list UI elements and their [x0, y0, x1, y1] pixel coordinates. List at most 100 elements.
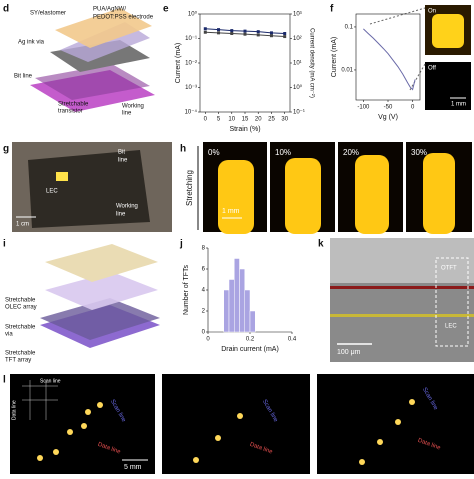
panel-letter: d	[3, 4, 9, 15]
bar	[244, 289, 251, 333]
label: 1 mm	[451, 102, 466, 108]
label: 30%	[411, 148, 427, 157]
y-axis-label: Number of TFTs	[183, 264, 190, 315]
y-tick-label: 10⁻¹	[185, 36, 197, 42]
label: LEC	[445, 324, 457, 330]
label: 1 mm	[222, 208, 240, 215]
pixel	[215, 435, 221, 441]
layer	[35, 64, 150, 100]
panel-letter: l	[3, 375, 6, 386]
y-tick-label: 8	[202, 246, 206, 252]
label: Bit	[118, 150, 125, 156]
film	[28, 150, 150, 228]
x-tick-label: 20	[255, 117, 262, 123]
y-tick-label: 6	[202, 267, 206, 273]
label: Off	[428, 66, 436, 72]
series-line	[363, 28, 416, 91]
pixel	[53, 449, 59, 455]
y-tick-label: 10⁻²	[185, 61, 197, 67]
panel-letter: k	[318, 239, 324, 250]
inset-grid	[22, 380, 58, 420]
bar	[228, 279, 235, 333]
x-tick-label: 5	[217, 117, 221, 123]
panel-letter: j	[179, 239, 183, 250]
box	[435, 257, 469, 347]
pixel	[85, 409, 91, 415]
label: LEC	[46, 189, 58, 195]
y2-axis-label: Current density (mA cm⁻²)	[308, 28, 314, 98]
label: 100 μm	[337, 349, 361, 356]
emission	[423, 153, 455, 234]
emission	[218, 160, 254, 234]
marker	[256, 30, 260, 34]
marker	[230, 29, 234, 33]
label: 10%	[275, 148, 291, 157]
line	[330, 314, 474, 317]
layer	[45, 244, 158, 282]
bar	[249, 310, 256, 333]
marker	[203, 30, 207, 34]
label: 0%	[208, 148, 220, 157]
x-tick-label: -50	[384, 105, 393, 111]
pixel	[409, 399, 415, 405]
label: SY/elastomer	[30, 11, 66, 17]
axis-label: Stretching	[185, 170, 194, 206]
marker	[243, 32, 247, 36]
y-tick-label: 10⁰	[188, 11, 198, 18]
pixel	[67, 429, 73, 435]
marker	[269, 31, 273, 35]
y-tick-label: 10⁻³	[185, 85, 197, 91]
label: Stretchable	[5, 351, 36, 357]
label: OTFT	[441, 266, 457, 272]
label: Stretchable	[5, 325, 36, 331]
layer	[45, 272, 158, 310]
x-tick-label: 0	[206, 337, 210, 343]
label: Ag ink via	[18, 40, 45, 46]
y-axis-label: Current (mA)	[331, 37, 338, 77]
label: via	[5, 332, 13, 338]
marker	[230, 31, 234, 35]
photo	[317, 374, 474, 474]
pointer	[369, 7, 426, 25]
pixel	[81, 423, 87, 429]
label: Bit line	[14, 74, 33, 80]
lec	[56, 172, 68, 181]
label: On	[428, 9, 436, 15]
label: PUA/AgNW/	[93, 7, 126, 13]
y-tick-label: 0.1	[345, 25, 354, 31]
x-tick-label: 0	[204, 117, 208, 123]
marker	[217, 28, 221, 32]
y-tick-label: 0	[202, 330, 206, 336]
panel-k: k OTFT LEC 100 μm	[318, 238, 474, 362]
y-tick-label: 10⁻⁴	[185, 109, 198, 116]
marker	[283, 35, 287, 39]
bar	[239, 268, 245, 333]
pixel	[97, 402, 103, 408]
photo-band	[330, 238, 474, 283]
pixel	[37, 455, 43, 461]
pixel	[377, 439, 383, 445]
marker	[256, 33, 260, 37]
emission	[285, 158, 321, 234]
y2-tick-label: 10³	[293, 12, 302, 18]
x-tick-label: 0	[411, 105, 415, 111]
x-tick-label: 30	[281, 117, 288, 123]
label: Data line	[11, 400, 17, 420]
photo	[162, 374, 310, 474]
bar	[234, 258, 240, 333]
label: Scan line	[40, 378, 61, 384]
panel-d: d SY/elastomer PUA/AgNW/ PEDOT:PSS elect…	[3, 4, 155, 117]
label: 20%	[343, 148, 359, 157]
y-tick-label: 4	[202, 288, 206, 294]
panel-letter: e	[163, 4, 169, 15]
layer	[55, 8, 152, 48]
marker	[283, 31, 287, 35]
pixel	[193, 457, 199, 463]
label: Stretchable	[5, 298, 36, 304]
label: line	[118, 158, 128, 164]
label: 5 mm	[124, 464, 142, 471]
x-tick-label: 25	[268, 117, 275, 123]
marker	[203, 27, 207, 31]
label: transistor	[58, 109, 83, 115]
